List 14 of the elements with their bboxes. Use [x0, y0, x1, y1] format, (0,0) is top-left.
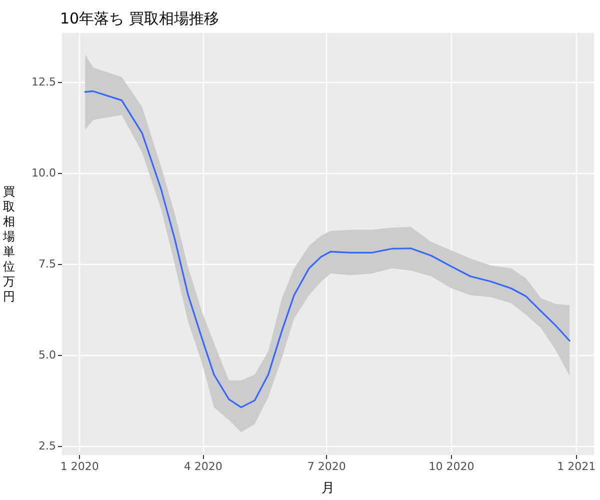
x-tick-label: 1 2020 — [60, 460, 99, 473]
x-tick-label: 4 2020 — [184, 460, 222, 473]
y-tick-label: 2.5 — [38, 439, 56, 452]
x-axis-title: 月 — [322, 481, 334, 496]
x-tick-label: 1 2021 — [557, 460, 596, 473]
y-tick-label: 12.5 — [32, 76, 56, 89]
y-tick-label: 7.5 — [38, 258, 56, 271]
y-tick-label: 10.0 — [32, 166, 56, 180]
chart-title: 10年落ち 買取相場推移 — [60, 10, 219, 28]
x-tick-label: 7 2020 — [307, 460, 346, 473]
y-axis-title: 買取相場単位万円 — [2, 184, 15, 304]
y-tick-label: 5.0 — [38, 348, 56, 362]
line-series — [84, 90, 570, 408]
x-tick-label: 10 2020 — [428, 460, 474, 473]
